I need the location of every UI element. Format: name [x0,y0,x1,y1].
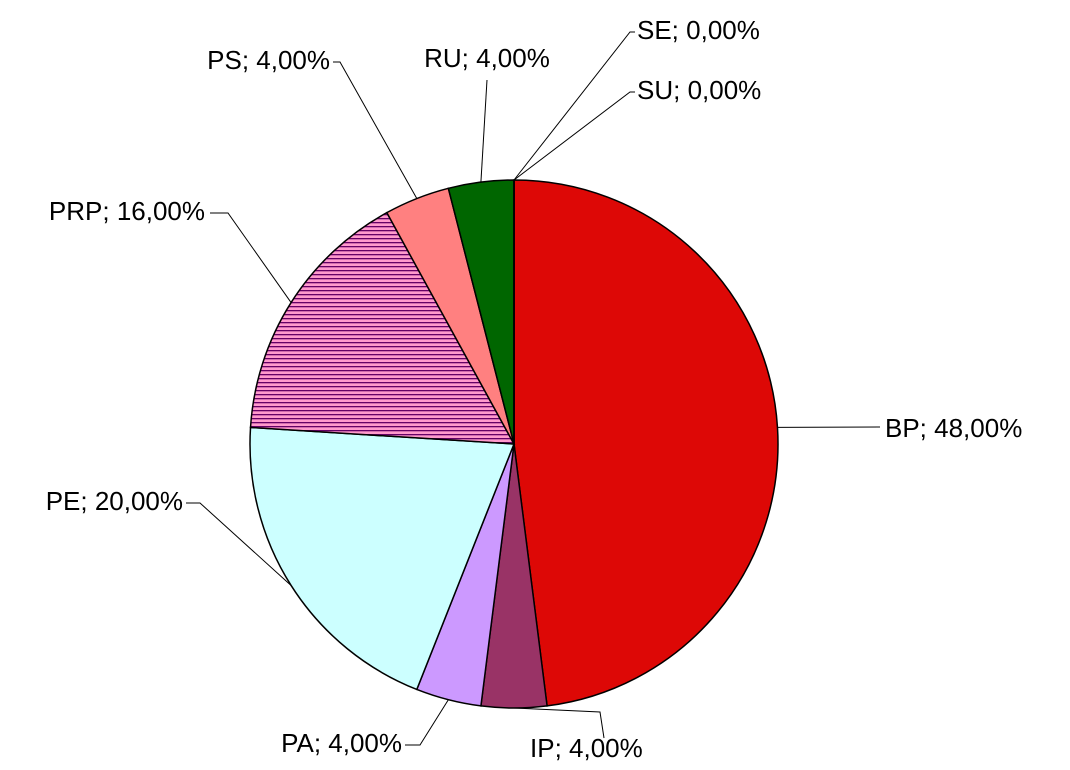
data-label: PS; 4,00% [207,45,330,75]
data-label: IP; 4,00% [530,733,643,763]
leader-line [333,61,418,199]
pie-slice [513,179,779,707]
leader-line [210,212,292,303]
leader-line [186,502,292,586]
leader-line [480,79,488,183]
data-label: SU; 0,00% [637,75,761,105]
data-label: BP; 48,00% [885,413,1022,443]
leader-line [513,707,605,739]
leader-line [513,91,635,181]
data-label: PE; 20,00% [46,486,183,516]
leader-line [405,699,449,746]
pie-slice [249,426,516,691]
data-label: PA; 4,00% [281,728,402,758]
data-label: SE; 0,00% [637,15,760,45]
data-label: PRP; 16,00% [49,196,205,226]
data-label: RU; 4,00% [424,43,550,73]
leader-line [513,31,635,181]
